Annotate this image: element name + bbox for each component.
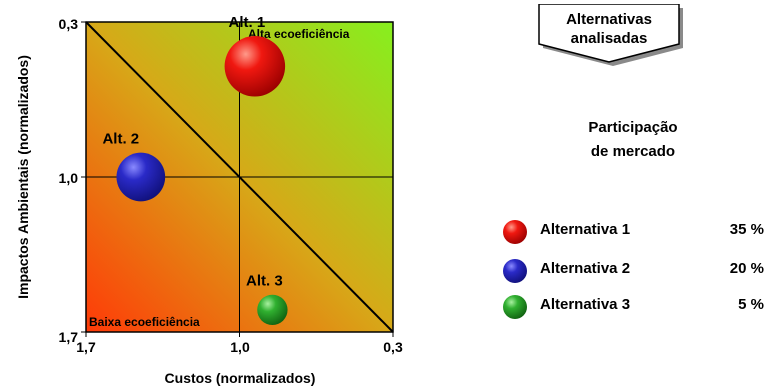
y-tick-label: 1,0: [59, 170, 79, 186]
legend-value: 5 %: [738, 296, 764, 313]
legend-label: Alternativa 3: [540, 296, 631, 313]
x-axis-label: Custos (normalizados): [165, 370, 316, 386]
callout-line-2: analisadas: [570, 30, 648, 47]
y-tick-label: 1,7: [59, 329, 79, 345]
callout-line-1: Alternativas: [566, 11, 652, 28]
legend-label: Alternativa 1: [540, 221, 631, 238]
bubble-label-alt-1: Alt. 1: [229, 14, 266, 31]
y-tick-label: 0,3: [59, 16, 79, 32]
bubble-label-alt-2: Alt. 2: [102, 131, 139, 148]
legend-marker-green: [503, 295, 527, 319]
legend-marker-red: [503, 220, 527, 244]
legend-value: 35 %: [729, 221, 764, 238]
ecoefficiency-diagonal: [85, 21, 394, 333]
bubble-alt-1: [224, 36, 286, 97]
market-share-title: Participação de mercado: [558, 116, 708, 164]
ecoefficiency-chart: 0,3 1,0 1,7 1,7 1,0 0,3 Custos (normaliz…: [15, 14, 403, 386]
market-share-title-line-1: Participação: [588, 119, 678, 136]
callout-arrow-shape: [538, 4, 683, 66]
legend-item: Alternativa 3 5 %: [500, 293, 772, 319]
legend-label: Alternativa 2: [540, 260, 631, 277]
legend-marker-blue: [503, 259, 527, 283]
legend-item: Alternativa 1 35 %: [500, 218, 772, 244]
bubble-label-alt-3: Alt. 3: [246, 273, 283, 290]
x-tick-label: 0,3: [383, 339, 403, 355]
market-share-title-line-2: de mercado: [590, 143, 676, 160]
low-ecoefficiency-label: Baixa ecoeficiência: [89, 315, 200, 329]
bubble-alt-3: [257, 294, 288, 326]
bubble-alt-2: [116, 152, 166, 202]
x-tick-label: 1,0: [230, 339, 250, 355]
legend-item: Alternativa 2 20 %: [500, 257, 772, 283]
bubble-layer: Alt. 1 Alt. 2 Alt. 3: [102, 14, 288, 326]
x-tick-label: 1,7: [76, 339, 96, 355]
legend-value: 20 %: [729, 260, 764, 277]
high-ecoefficiency-label: Alta ecoeficiência: [248, 27, 350, 41]
y-axis-label: Impactos Ambientais (normalizados): [15, 55, 31, 299]
